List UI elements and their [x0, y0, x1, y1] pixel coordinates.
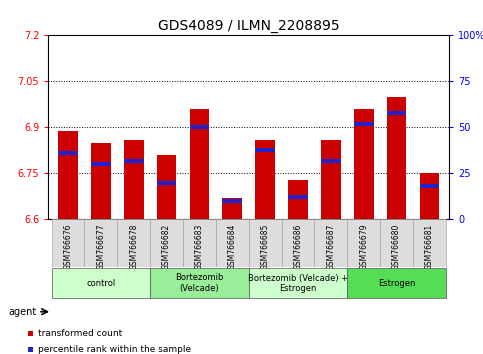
Bar	[256, 140, 275, 219]
Bar	[190, 109, 209, 219]
Bar	[321, 140, 341, 219]
Bar	[321, 159, 341, 162]
Bar	[150, 268, 249, 298]
Bar	[124, 140, 143, 219]
Bar	[413, 219, 446, 267]
Text: GSM766682: GSM766682	[162, 223, 171, 269]
Text: Estrogen: Estrogen	[378, 279, 415, 288]
Bar	[282, 219, 314, 267]
Bar	[157, 155, 176, 219]
Bar	[387, 97, 407, 219]
Bar	[288, 179, 308, 219]
Text: GSM766680: GSM766680	[392, 223, 401, 270]
Title: GDS4089 / ILMN_2208895: GDS4089 / ILMN_2208895	[158, 19, 340, 33]
Text: GSM766685: GSM766685	[261, 223, 270, 270]
Text: control: control	[86, 279, 115, 288]
Text: GSM766686: GSM766686	[294, 223, 302, 270]
Bar	[420, 184, 440, 188]
Bar	[150, 219, 183, 267]
Bar	[314, 219, 347, 267]
Bar	[91, 143, 111, 219]
Text: GSM766676: GSM766676	[64, 223, 72, 270]
Text: GSM766683: GSM766683	[195, 223, 204, 270]
Text: GSM766681: GSM766681	[425, 223, 434, 269]
Text: Bortezomib (Velcade) +
Estrogen: Bortezomib (Velcade) + Estrogen	[248, 274, 348, 293]
Bar	[223, 199, 242, 203]
Text: GSM766684: GSM766684	[228, 223, 237, 270]
Bar	[28, 347, 33, 352]
Bar	[124, 159, 143, 162]
Bar	[387, 111, 407, 115]
Text: agent: agent	[8, 307, 36, 317]
Text: GSM766678: GSM766678	[129, 223, 138, 270]
Bar	[420, 173, 440, 219]
Bar	[223, 198, 242, 219]
Text: transformed count: transformed count	[38, 329, 122, 338]
Text: GSM766679: GSM766679	[359, 223, 368, 270]
Bar	[117, 219, 150, 267]
Bar	[190, 125, 209, 130]
Bar	[288, 195, 308, 199]
Bar	[216, 219, 249, 267]
Bar	[347, 219, 380, 267]
Bar	[52, 268, 150, 298]
Bar	[256, 148, 275, 152]
Bar	[380, 219, 413, 267]
Bar	[347, 268, 446, 298]
Bar	[58, 151, 78, 155]
Bar	[52, 219, 85, 267]
Text: GSM766677: GSM766677	[97, 223, 105, 270]
Bar	[249, 268, 347, 298]
Bar	[85, 219, 117, 267]
Text: Bortezomib
(Velcade): Bortezomib (Velcade)	[175, 274, 224, 293]
Bar	[183, 219, 216, 267]
Bar	[58, 131, 78, 219]
Bar	[157, 181, 176, 185]
Bar	[28, 331, 33, 336]
Text: GSM766687: GSM766687	[327, 223, 335, 270]
Bar	[354, 109, 374, 219]
Bar	[91, 162, 111, 166]
Bar	[249, 219, 282, 267]
Text: percentile rank within the sample: percentile rank within the sample	[38, 345, 191, 354]
Bar	[354, 122, 374, 126]
